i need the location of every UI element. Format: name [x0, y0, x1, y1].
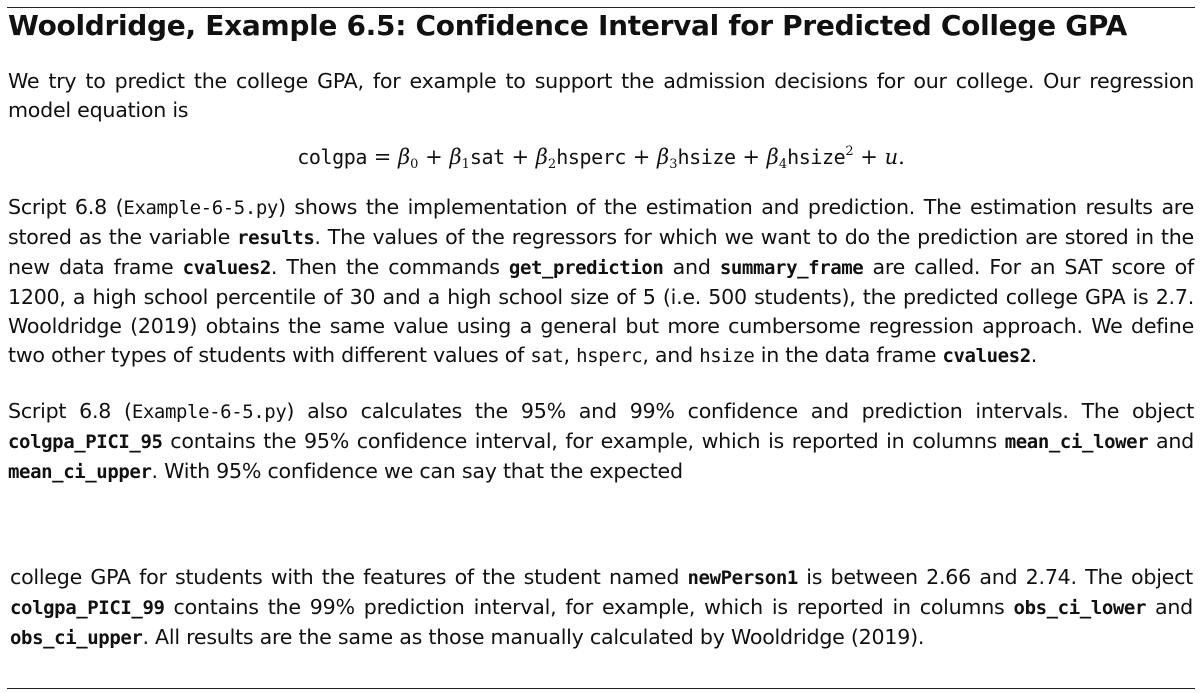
text: . The values of the regressors for which… [8, 225, 1194, 279]
text: Script 6.8 ( [8, 195, 124, 219]
text: , and [642, 343, 700, 367]
text: are called. For an SAT score of 1200, a … [8, 255, 1194, 367]
eq-beta2-sub: 2 [547, 157, 557, 172]
text: is between 2.66 and 2.74. The object [797, 565, 1193, 589]
eq-beta1-sub: 1 [461, 157, 470, 172]
text: ) shows the implementation of the estima… [8, 195, 1194, 249]
eq-var-hsize2: hsize [787, 145, 846, 169]
code-results: results [237, 227, 315, 249]
code-summary-frame: summary_frame [719, 257, 864, 279]
text: . [1030, 343, 1038, 367]
intro-text: We try to predict the college GPA, for e… [8, 69, 1194, 122]
eq-plus-1: + [425, 145, 443, 169]
code-newperson1: newPerson1 [687, 567, 799, 589]
eq-sign: = [373, 145, 392, 169]
regression-equation: colgpa = β0 + β1sat + β2hsperc + β3hsize… [0, 144, 1202, 172]
eq-beta0-sub: 0 [410, 157, 419, 172]
text: , [563, 343, 577, 367]
text: contains the 95% confidence interval, fo… [162, 429, 1005, 453]
text: contains the 99% prediction interval, fo… [164, 595, 1014, 619]
text: . With 95% confidence we can say that th… [151, 459, 684, 483]
text: in the data frame [754, 343, 943, 367]
text: ) also calculates the 95% and 99% confid… [286, 399, 1195, 423]
code-filename: Example-6-5.py [123, 197, 278, 219]
eq-var-hsperc: hsperc [556, 145, 627, 169]
code-hsperc: hsperc [576, 345, 643, 367]
eq-plus-5: + [860, 145, 878, 169]
paragraph-intervals: Script 6.8 (Example-6-5.py) also calcula… [8, 397, 1194, 487]
code-sat: sat [530, 345, 564, 367]
section-title: Wooldridge, Example 6.5: Confidence Inte… [8, 9, 1127, 42]
paragraph-continued: college GPA for students with the featur… [10, 563, 1193, 653]
eq-var-sat: sat [469, 145, 505, 169]
code-cvalues2: cvalues2 [942, 345, 1031, 367]
eq-beta3-sub: 3 [669, 157, 678, 172]
eq-beta1: β [449, 145, 462, 169]
eq-plus-2: + [511, 145, 530, 169]
eq-period: . [898, 145, 905, 169]
text: and [1148, 429, 1194, 453]
eq-beta3: β [657, 145, 670, 169]
eq-lhs: colgpa [297, 145, 368, 169]
eq-beta4: β [766, 145, 779, 169]
code-colgpa-pici-95: colgpa_PICI_95 [8, 431, 163, 453]
eq-plus-3: + [632, 145, 651, 169]
code-hsize: hsize [699, 345, 755, 367]
text: and [663, 255, 720, 279]
eq-beta4-sub: 4 [778, 157, 788, 172]
top-rule [7, 7, 1195, 8]
eq-beta0: β [398, 145, 411, 169]
eq-error-term: u [884, 145, 899, 169]
intro-paragraph: We try to predict the college GPA, for e… [8, 67, 1194, 125]
text: college GPA for students with the featur… [10, 565, 688, 589]
code-mean-ci-lower: mean_ci_lower [1004, 431, 1149, 453]
code-get-prediction: get_prediction [508, 257, 664, 279]
code-obs-ci-upper: obs_ci_upper [10, 627, 143, 649]
text: . All results are the same as those manu… [142, 625, 925, 649]
paragraph-script: Script 6.8 (Example-6-5.py) shows the im… [8, 193, 1194, 371]
text: . Then the commands [270, 255, 509, 279]
text: Script 6.8 ( [8, 399, 132, 423]
eq-var-hsize: hsize [677, 145, 736, 169]
text: and [1146, 595, 1193, 619]
eq-plus-4: + [742, 145, 760, 169]
bottom-rule [7, 688, 1195, 689]
eq-square: 2 [845, 144, 854, 159]
code-mean-ci-upper: mean_ci_upper [8, 461, 152, 483]
code-cvalues2: cvalues2 [182, 257, 272, 279]
code-obs-ci-lower: obs_ci_lower [1013, 597, 1147, 619]
code-filename: Example-6-5.py [131, 401, 287, 423]
code-colgpa-pici-99: colgpa_PICI_99 [10, 597, 165, 619]
eq-beta2: β [535, 145, 548, 169]
